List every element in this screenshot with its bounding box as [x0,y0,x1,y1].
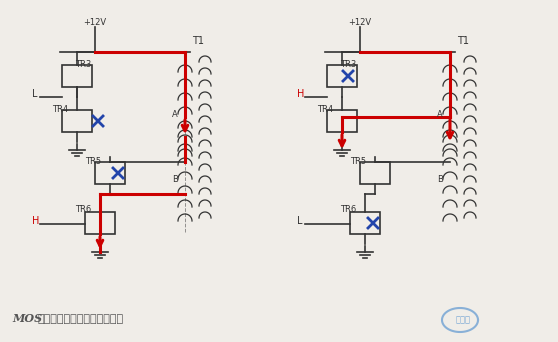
Text: L: L [297,216,302,226]
Text: H: H [32,216,40,226]
Text: 百问辰: 百问辰 [455,316,470,325]
Text: MOS: MOS [12,313,42,324]
Text: TR5: TR5 [350,157,366,166]
Text: L: L [32,89,37,99]
Text: TR5: TR5 [85,157,101,166]
Text: H: H [297,89,304,99]
Text: TR4: TR4 [52,105,68,114]
Text: TR6: TR6 [75,205,92,214]
Text: +12V: +12V [348,18,372,27]
Text: TR3: TR3 [340,60,356,69]
Text: TR3: TR3 [75,60,92,69]
Text: B: B [437,175,443,184]
Text: TR6: TR6 [340,205,356,214]
Text: B: B [172,175,178,184]
Text: T1: T1 [192,36,204,46]
Text: 场效应管电路部分的工作过程: 场效应管电路部分的工作过程 [38,314,124,324]
Text: +12V: +12V [84,18,107,27]
Text: A: A [172,110,178,119]
Text: TR4: TR4 [317,105,333,114]
Text: T1: T1 [457,36,469,46]
Text: A: A [437,110,443,119]
